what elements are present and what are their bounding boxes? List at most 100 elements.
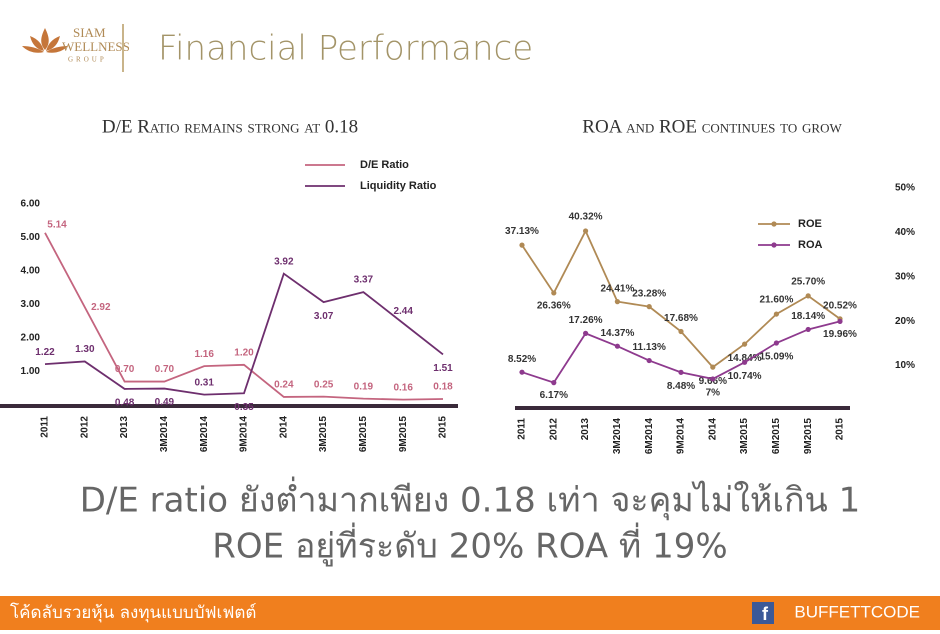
x-tick-label: 2011 bbox=[40, 416, 51, 438]
x-tick-label: 3M2015 bbox=[739, 418, 750, 455]
legend-swatch bbox=[771, 242, 777, 248]
legend-label: D/E Ratio bbox=[360, 159, 409, 171]
point bbox=[742, 359, 748, 365]
point bbox=[805, 326, 811, 333]
y-tick-label: 40% bbox=[895, 227, 915, 238]
legend-swatch bbox=[771, 221, 777, 227]
data-label: 17.68% bbox=[664, 313, 698, 324]
point bbox=[678, 328, 684, 335]
data-label: 37.13% bbox=[505, 226, 539, 237]
data-label: 1.22 bbox=[35, 347, 55, 358]
point bbox=[773, 311, 780, 317]
data-label: 1.51 bbox=[433, 363, 453, 374]
legend-label: ROE bbox=[798, 218, 822, 230]
data-label: 0.49 bbox=[155, 397, 175, 408]
data-label: 3.37 bbox=[354, 275, 374, 286]
series-line bbox=[44, 272, 444, 396]
x-tick-label: 2011 bbox=[517, 418, 528, 440]
page-title: Financial Performance bbox=[158, 29, 533, 69]
data-label: 25.70% bbox=[791, 277, 825, 288]
point bbox=[710, 364, 716, 370]
x-tick-label: 6M2014 bbox=[644, 418, 655, 455]
data-label: 18.14% bbox=[791, 311, 825, 322]
x-tick-label: 3M2014 bbox=[159, 416, 170, 453]
y-tick-label: 3.00 bbox=[21, 299, 41, 310]
point bbox=[742, 341, 748, 347]
footer-text: โค้ดลับรวยหุ้น ลงทุนแบบบัฟเฟตต์ bbox=[10, 602, 256, 623]
y-tick-label: 20% bbox=[895, 316, 915, 327]
x-tick-label: 6M2015 bbox=[771, 418, 782, 455]
legend-label: ROA bbox=[798, 239, 823, 251]
data-label: 0.70 bbox=[115, 364, 135, 375]
point bbox=[678, 369, 684, 375]
caption: D/E ratio ยังต่ำมากเพียง 0.18 เท่า จะคุม… bbox=[80, 477, 860, 521]
point bbox=[646, 304, 652, 310]
chart-title: ROA and ROE continues to grow bbox=[582, 116, 842, 137]
logo: SIAM WELLNESS GROUP bbox=[22, 25, 130, 64]
data-label: 7% bbox=[706, 388, 721, 399]
x-tick-label: 2014 bbox=[278, 416, 289, 439]
point bbox=[551, 290, 557, 296]
data-label: 3.07 bbox=[314, 311, 334, 322]
x-tick-label: 3M2014 bbox=[612, 418, 623, 455]
x-tick-label: 9M2015 bbox=[398, 416, 409, 453]
data-label: 0.24 bbox=[274, 380, 294, 391]
y-tick-label: 2.00 bbox=[21, 333, 41, 344]
point bbox=[837, 318, 843, 324]
data-label: 1.16 bbox=[194, 349, 214, 360]
y-tick-label: 30% bbox=[895, 271, 915, 282]
data-label: 1.30 bbox=[75, 344, 95, 355]
x-tick-label: 3M2015 bbox=[318, 416, 329, 453]
data-label: 3.92 bbox=[274, 256, 294, 267]
y-tick-label: 1.00 bbox=[21, 366, 41, 377]
chart-title: D/E Ratio remains strong at 0.18 bbox=[102, 116, 358, 137]
x-tick-label: 9M2014 bbox=[239, 416, 250, 453]
data-label: 17.26% bbox=[569, 315, 603, 326]
data-label: 10.74% bbox=[728, 371, 762, 382]
x-tick-label: 2013 bbox=[580, 418, 591, 441]
logo-icon bbox=[22, 28, 68, 53]
x-tick-label: 2014 bbox=[707, 418, 718, 441]
point bbox=[710, 376, 716, 382]
point bbox=[519, 242, 525, 248]
point bbox=[805, 293, 811, 299]
data-label: 8.52% bbox=[508, 354, 536, 365]
footer-text: BUFFETTCODE bbox=[794, 602, 920, 621]
point bbox=[614, 343, 621, 349]
point bbox=[551, 380, 557, 386]
point bbox=[519, 369, 525, 375]
facebook-icon bbox=[752, 602, 774, 624]
data-label: 15.09% bbox=[759, 352, 793, 363]
data-label: 0.48 bbox=[115, 398, 135, 409]
point bbox=[583, 330, 589, 336]
point bbox=[614, 299, 621, 305]
y-tick-label: 5.00 bbox=[21, 232, 41, 243]
data-label: 2.92 bbox=[91, 302, 111, 313]
data-label: 0.16 bbox=[393, 382, 413, 393]
x-tick-label: 9M2014 bbox=[676, 418, 687, 455]
data-label: 23.28% bbox=[632, 288, 666, 299]
point bbox=[773, 340, 780, 346]
x-tick-label: 2012 bbox=[79, 416, 90, 439]
series-line bbox=[44, 232, 444, 401]
data-label: 1.20 bbox=[234, 347, 254, 358]
point bbox=[583, 228, 589, 234]
x-tick-label: 2013 bbox=[119, 416, 130, 439]
data-label: 11.13% bbox=[633, 342, 666, 353]
x-tick-label: 9M2015 bbox=[803, 418, 814, 455]
legend-label: Liquidity Ratio bbox=[360, 180, 437, 192]
facebook-icon: f bbox=[762, 604, 769, 624]
x-tick-label: 6M2015 bbox=[358, 416, 369, 453]
x-tick-label: 2015 bbox=[835, 418, 846, 441]
logo-text: GROUP bbox=[68, 56, 107, 64]
y-tick-label: 6.00 bbox=[21, 199, 41, 210]
data-label: 14.84% bbox=[728, 353, 762, 364]
x-tick-label: 6M2014 bbox=[199, 416, 210, 453]
data-label: 19.96% bbox=[823, 329, 857, 340]
data-label: 0.18 bbox=[433, 382, 453, 393]
data-label: 20.52% bbox=[823, 301, 857, 312]
data-label: 0.25 bbox=[314, 379, 334, 390]
data-label: 2.44 bbox=[393, 306, 413, 317]
logo-text: SIAM bbox=[73, 25, 106, 40]
